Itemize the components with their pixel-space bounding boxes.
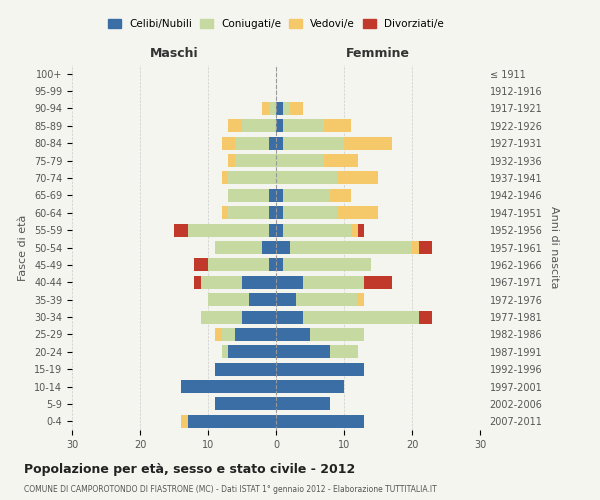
Bar [221, 328, 235, 341]
Bar [242, 276, 276, 289]
Bar [229, 120, 242, 132]
Bar [221, 136, 235, 149]
Text: Popolazione per età, sesso e stato civile - 2012: Popolazione per età, sesso e stato civil… [24, 462, 355, 475]
Y-axis label: Anni di nascita: Anni di nascita [549, 206, 559, 289]
Bar [283, 206, 337, 220]
Bar [235, 154, 276, 167]
Bar [276, 172, 337, 184]
Bar [235, 136, 269, 149]
Bar [276, 398, 331, 410]
Bar [351, 224, 358, 236]
Bar [269, 189, 276, 202]
Bar [276, 310, 303, 324]
Bar [181, 415, 188, 428]
Bar [276, 276, 303, 289]
Bar [331, 189, 351, 202]
Bar [290, 241, 412, 254]
Text: Maschi: Maschi [149, 47, 199, 60]
Bar [276, 102, 283, 115]
Bar [290, 102, 303, 115]
Bar [412, 241, 419, 254]
Bar [276, 136, 283, 149]
Bar [283, 120, 323, 132]
Bar [283, 224, 351, 236]
Bar [276, 380, 344, 393]
Bar [221, 172, 229, 184]
Bar [194, 258, 208, 272]
Bar [358, 224, 364, 236]
Bar [269, 136, 276, 149]
Bar [208, 258, 269, 272]
Bar [303, 276, 364, 289]
Bar [242, 310, 276, 324]
Bar [276, 189, 283, 202]
Bar [276, 206, 283, 220]
Bar [276, 258, 283, 272]
Bar [283, 102, 290, 115]
Bar [331, 346, 358, 358]
Y-axis label: Fasce di età: Fasce di età [19, 214, 28, 280]
Bar [194, 276, 201, 289]
Bar [221, 346, 229, 358]
Bar [310, 328, 364, 341]
Bar [276, 241, 290, 254]
Bar [276, 293, 296, 306]
Bar [364, 276, 392, 289]
Bar [276, 346, 331, 358]
Bar [215, 398, 276, 410]
Bar [229, 346, 276, 358]
Bar [276, 328, 310, 341]
Bar [188, 415, 276, 428]
Bar [215, 362, 276, 376]
Bar [201, 310, 242, 324]
Bar [221, 206, 229, 220]
Bar [276, 224, 283, 236]
Bar [283, 136, 344, 149]
Bar [323, 120, 351, 132]
Bar [276, 154, 323, 167]
Bar [215, 328, 221, 341]
Bar [229, 172, 276, 184]
Bar [242, 120, 276, 132]
Bar [276, 362, 364, 376]
Bar [215, 241, 262, 254]
Bar [229, 154, 235, 167]
Text: Femmine: Femmine [346, 47, 410, 60]
Bar [419, 310, 433, 324]
Bar [235, 328, 276, 341]
Bar [249, 293, 276, 306]
Bar [269, 258, 276, 272]
Bar [276, 415, 364, 428]
Bar [337, 172, 378, 184]
Bar [283, 189, 331, 202]
Text: COMUNE DI CAMPOROTONDO DI FIASTRONE (MC) - Dati ISTAT 1° gennaio 2012 - Elaboraz: COMUNE DI CAMPOROTONDO DI FIASTRONE (MC)… [24, 485, 437, 494]
Bar [208, 293, 249, 306]
Bar [276, 120, 283, 132]
Bar [344, 136, 392, 149]
Bar [337, 206, 378, 220]
Bar [296, 293, 358, 306]
Bar [262, 102, 269, 115]
Bar [269, 102, 276, 115]
Bar [174, 224, 188, 236]
Bar [229, 189, 269, 202]
Bar [201, 276, 242, 289]
Bar [181, 380, 276, 393]
Bar [269, 224, 276, 236]
Bar [188, 224, 269, 236]
Bar [262, 241, 276, 254]
Bar [358, 293, 364, 306]
Bar [229, 206, 269, 220]
Bar [323, 154, 358, 167]
Bar [269, 206, 276, 220]
Legend: Celibi/Nubili, Coniugati/e, Vedovi/e, Divorziati/e: Celibi/Nubili, Coniugati/e, Vedovi/e, Di… [108, 19, 444, 30]
Bar [303, 310, 419, 324]
Bar [419, 241, 433, 254]
Bar [283, 258, 371, 272]
